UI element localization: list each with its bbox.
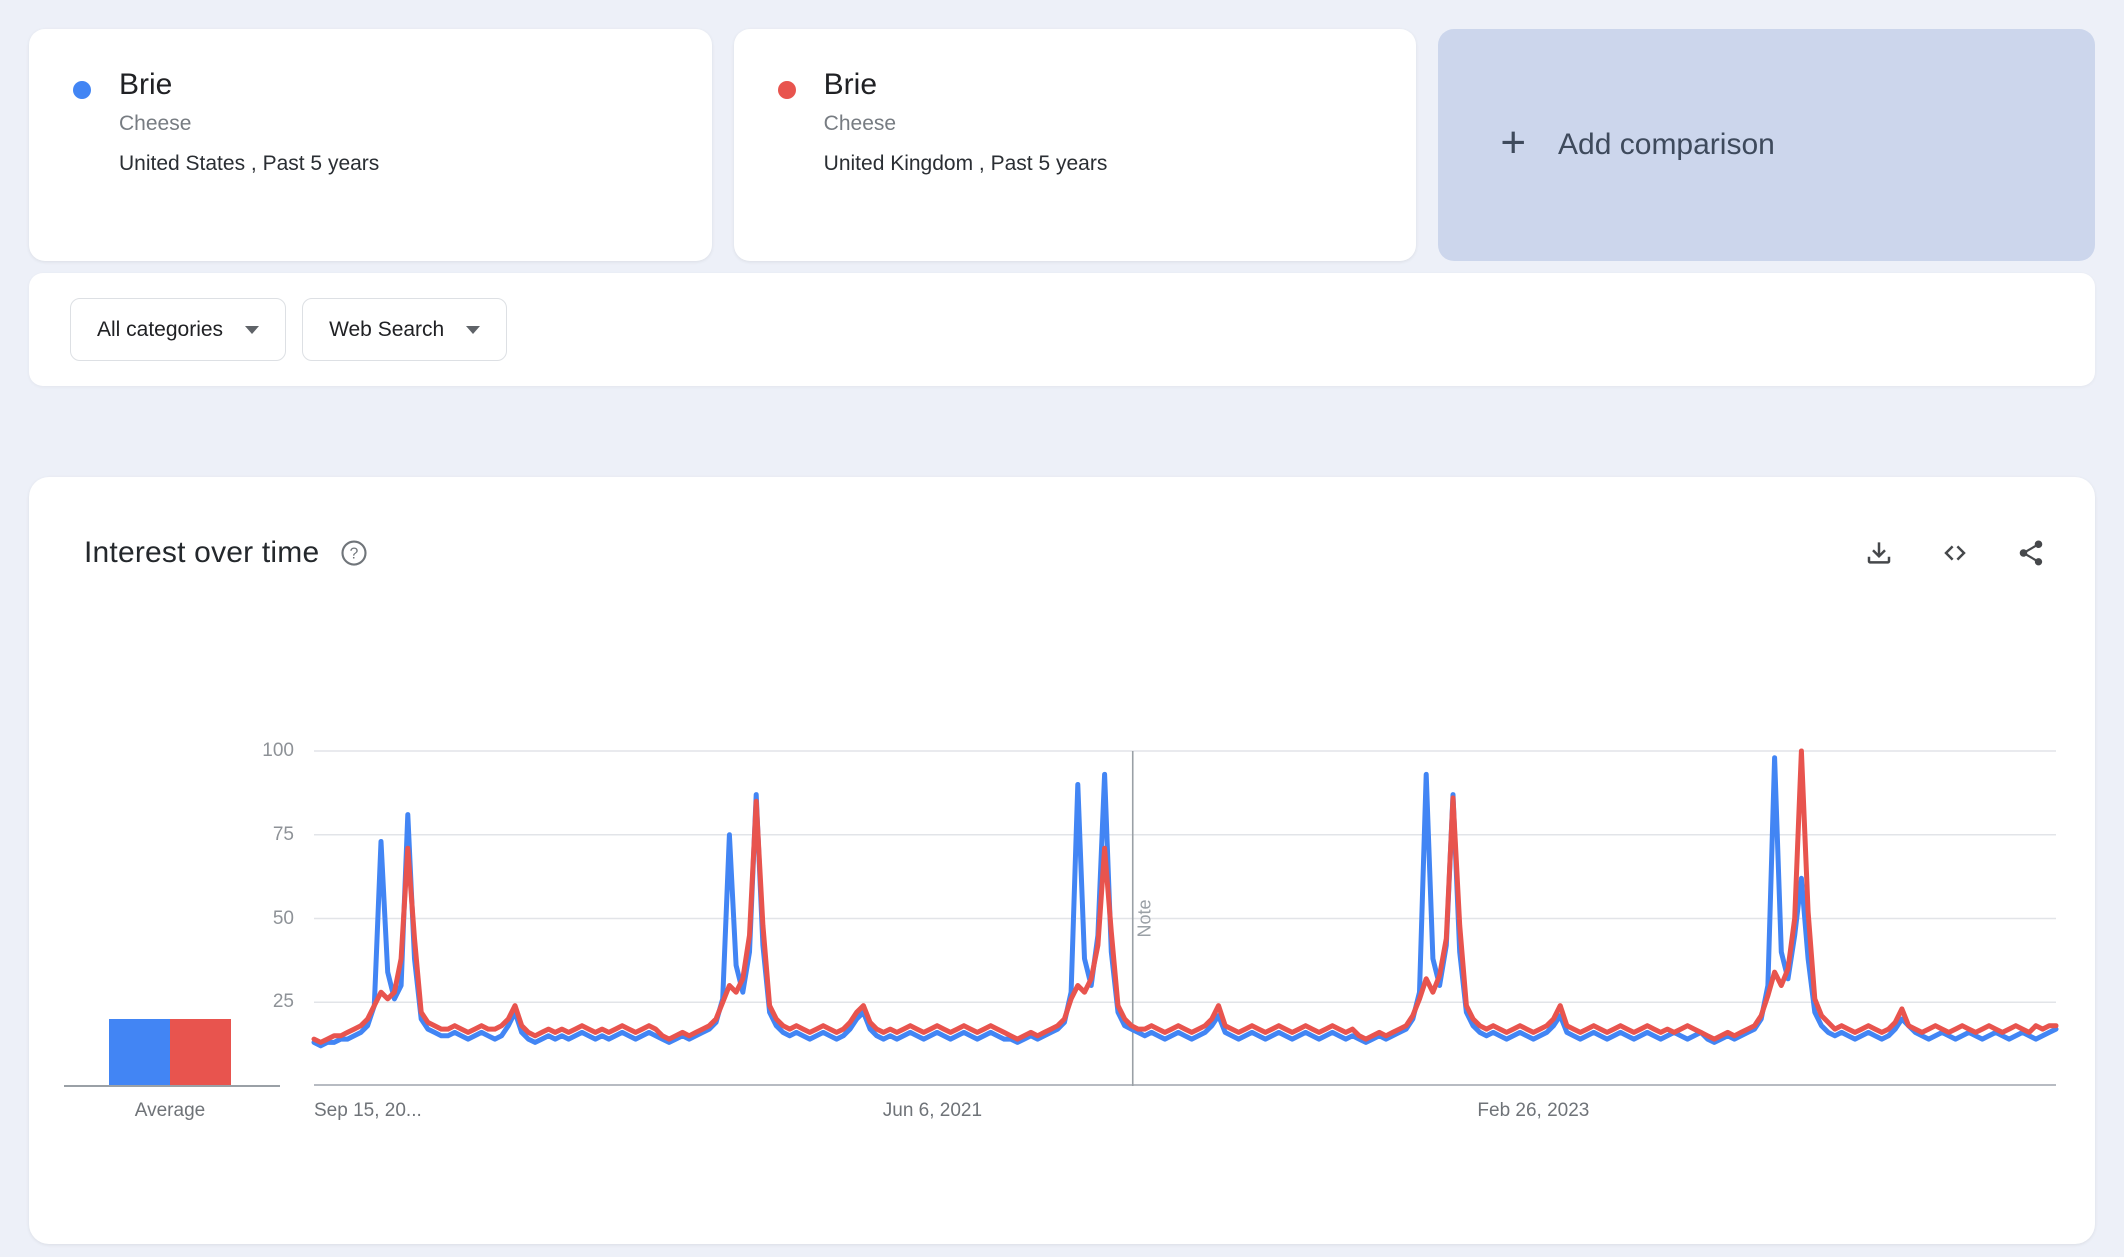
svg-text:?: ?: [350, 545, 359, 562]
average-baseline: [64, 1085, 280, 1087]
y-axis-label: 25: [272, 991, 294, 1013]
x-axis-label: Feb 26, 2023: [1477, 1100, 1590, 1121]
term-name: Brie: [823, 68, 878, 101]
trend-chart-svg[interactable]: Note: [311, 748, 2059, 1086]
interest-over-time-card: Interest over time ? 25 50 75 100 Note Sep …: [29, 477, 2095, 1244]
average-bar: [170, 1019, 231, 1086]
y-axis-label: 100: [262, 740, 294, 761]
search-type-dropdown[interactable]: Web Search: [302, 298, 508, 361]
filter-bar: All categories Web Search: [29, 273, 2095, 386]
y-axis-label: 50: [272, 907, 294, 929]
category-filter-label: All categories: [97, 317, 224, 341]
chart-title: Interest over time: [84, 536, 320, 569]
series-color-dot-uk: [777, 81, 796, 99]
term-info-us: Brie Cheese United States , Past 5 years: [119, 67, 379, 223]
term-topic: Cheese: [823, 112, 897, 135]
add-comparison-button[interactable]: + Add comparison: [1438, 29, 2096, 261]
share-icon[interactable]: [2016, 538, 2046, 568]
y-axis-labels: 25 50 75 100: [184, 740, 294, 1086]
comparison-card-uk[interactable]: Brie Cheese United Kingdom , Past 5 year…: [733, 29, 1417, 261]
plus-icon: +: [1500, 118, 1527, 167]
x-axis-label: Sep 15, 20...: [314, 1100, 422, 1121]
y-axis-label: 75: [272, 823, 294, 845]
average-label: Average: [134, 1100, 206, 1121]
search-type-label: Web Search: [329, 317, 445, 341]
term-info-uk: Brie Cheese United Kingdom , Past 5 year…: [824, 67, 1108, 223]
average-bar: [109, 1019, 170, 1086]
term-scope: United Kingdom , Past 5 years: [823, 152, 1108, 175]
chart-area: 25 50 75 100 Note Sep 15, 20... Jun 6, 2021 F…: [64, 577, 2059, 1187]
chart-header: Interest over time ?: [84, 529, 2046, 577]
x-axis-labels: Sep 15, 20... Jun 6, 2021 Feb 26, 2023: [314, 1100, 2056, 1126]
term-scope: United States , Past 5 years: [119, 152, 380, 175]
embed-icon[interactable]: [1940, 538, 1970, 568]
chevron-down-icon: [466, 325, 481, 334]
comparison-card-us[interactable]: Brie Cheese United States , Past 5 years: [29, 29, 712, 261]
average-chart: Average: [64, 751, 280, 1121]
svg-text:Note: Note: [1135, 899, 1155, 937]
term-name: Brie: [119, 68, 173, 101]
help-icon[interactable]: ?: [339, 538, 369, 568]
term-topic: Cheese: [119, 112, 192, 135]
chevron-down-icon: [245, 325, 260, 334]
x-axis-label: Jun 6, 2021: [882, 1100, 983, 1121]
average-bars: [109, 1019, 231, 1086]
comparison-bar: Brie Cheese United States , Past 5 years…: [0, 0, 2124, 261]
category-filter-dropdown[interactable]: All categories: [70, 298, 287, 361]
series-color-dot-us: [73, 81, 91, 99]
download-icon[interactable]: [1864, 538, 1894, 568]
add-comparison-label: Add comparison: [1558, 128, 1775, 161]
